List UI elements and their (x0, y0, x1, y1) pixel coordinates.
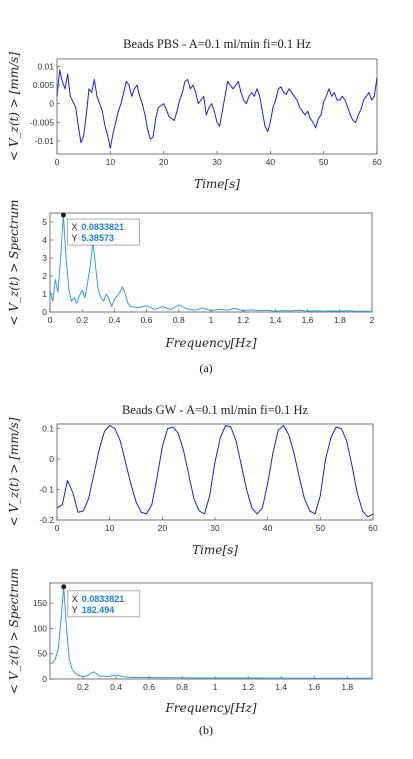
datatip-x-value: 0.0833821 (82, 594, 125, 604)
y-tick-label: 3 (42, 253, 47, 263)
x-tick-label: 0 (55, 157, 60, 167)
x-tick-label: 1.4 (275, 682, 287, 692)
series-line (49, 214, 373, 312)
x-tick-label: 1.8 (341, 682, 353, 692)
series-line (49, 586, 372, 679)
x-tick-label: 50 (319, 157, 329, 167)
y-tick-label: 0 (42, 674, 47, 684)
x-axis-label: Time[s] (192, 543, 238, 557)
y-tick-label: 0.005 (33, 80, 55, 90)
y-axis-label: < V_z(t) > Spectrum (7, 568, 21, 694)
y-tick-label: 0 (42, 307, 47, 317)
x-tick-label: 0.4 (108, 315, 120, 325)
y-tick-label: 4 (42, 235, 47, 245)
y-tick-label: 50 (38, 649, 48, 659)
axes-box (56, 423, 374, 521)
y-tick-label: 0 (49, 99, 54, 109)
x-axis-label: Time[s] (194, 177, 240, 191)
panel-caption-b: (b) (199, 723, 213, 737)
datatip-y-label: Y (71, 233, 77, 243)
y-tick-label: 0 (49, 454, 54, 464)
axes-box (56, 58, 378, 155)
x-tick-label: 0 (55, 523, 60, 533)
x-tick-label: 1.2 (242, 682, 254, 692)
chart-pbs-velocity: Beads PBS - A=0.1 ml/min fi=0.1 Hz 0 10 20 3… (7, 37, 382, 191)
x-tick-label: 0.4 (110, 682, 122, 692)
x-tick-label: 1 (213, 682, 218, 692)
x-tick-label: 1.6 (308, 682, 320, 692)
x-tick-label: 60 (372, 157, 382, 167)
y-axis-label: < V_z(t) > Spectrum (7, 199, 21, 325)
chart-title: Beads GW - A=0.1 ml/min fi=0.1 Hz (122, 403, 309, 417)
x-tick-label: 1.2 (237, 315, 249, 325)
y-tick-label: 2 (42, 271, 47, 281)
series-line (56, 69, 378, 149)
y-tick-label: -0.01 (35, 136, 55, 146)
y-tick-label: 1 (42, 289, 47, 299)
x-tick-label: 20 (159, 157, 169, 167)
datatip-box (67, 590, 141, 618)
y-axis-label: < V_z(t) > [mm/s] (7, 52, 21, 161)
y-tick-label: 5 (42, 217, 47, 227)
x-tick-label: 1.8 (334, 315, 346, 325)
y-axis-label: < V_z(t) > [mm/s] (7, 417, 21, 526)
datatip-box (67, 218, 140, 246)
datatip-y-value: 182.494 (82, 605, 115, 615)
x-tick-label: 0.6 (141, 315, 153, 325)
x-tick-label: 2 (370, 315, 375, 325)
y-tick-label: 0.01 (37, 61, 54, 71)
x-tick-label: 60 (368, 523, 378, 533)
datatip-x-value: 0.0833821 (81, 222, 124, 232)
y-tick-label: 150 (33, 598, 47, 608)
chart-gw-spectrum: 0.2 0.4 0.6 0.8 1 1.2 1.4 1.6 1.8 0 50 100 150 Freque… (7, 568, 373, 715)
series-line (56, 425, 374, 518)
x-tick-label: 0.2 (76, 315, 88, 325)
x-tick-label: 40 (263, 523, 273, 533)
x-tick-label: 20 (158, 523, 168, 533)
datatip-y-value: 5.38573 (81, 233, 114, 243)
y-tick-label: -0.005 (30, 117, 54, 127)
datatip-x-label: X (71, 222, 77, 232)
x-tick-label: 30 (210, 523, 220, 533)
x-tick-label: 1.6 (302, 315, 314, 325)
x-tick-label: 0.2 (77, 682, 89, 692)
chart-title: Beads PBS - A=0.1 ml/min fi=0.1 Hz (123, 37, 311, 51)
datatip-y-label: Y (72, 605, 78, 615)
x-tick-label: 0 (48, 315, 53, 325)
x-tick-label: 1 (209, 315, 214, 325)
x-tick-label: 0.8 (173, 315, 185, 325)
chart-pbs-spectrum: 0 0.2 0.4 0.6 0.8 1 1.2 1.4 1.6 1.8 2 0 1 2 3 4 5 Frequen… (7, 199, 375, 350)
datatip-marker (61, 584, 67, 590)
x-tick-label: 50 (316, 523, 326, 533)
panel-caption-a: (a) (199, 361, 212, 375)
x-tick-label: 0.8 (176, 682, 188, 692)
x-axis-label: Frequency[Hz] (164, 336, 256, 350)
x-tick-label: 0.6 (143, 682, 155, 692)
x-tick-label: 10 (106, 157, 116, 167)
y-tick-label: 0.1 (42, 424, 54, 434)
datatip-marker (60, 212, 66, 218)
x-tick-label: 10 (105, 523, 115, 533)
x-tick-label: 30 (212, 157, 222, 167)
x-tick-label: 40 (266, 157, 276, 167)
x-tick-label: 1.4 (269, 315, 281, 325)
chart-gw-velocity: Beads GW - A=0.1 ml/min fi=0.1 Hz 0 10 20 30… (7, 403, 378, 557)
y-tick-label: -0.2 (39, 515, 54, 525)
datatip-x-label: X (72, 594, 78, 604)
y-tick-label: 100 (33, 623, 47, 633)
y-tick-label: -0.1 (39, 485, 54, 495)
x-axis-label: Frequency[Hz] (164, 701, 256, 715)
